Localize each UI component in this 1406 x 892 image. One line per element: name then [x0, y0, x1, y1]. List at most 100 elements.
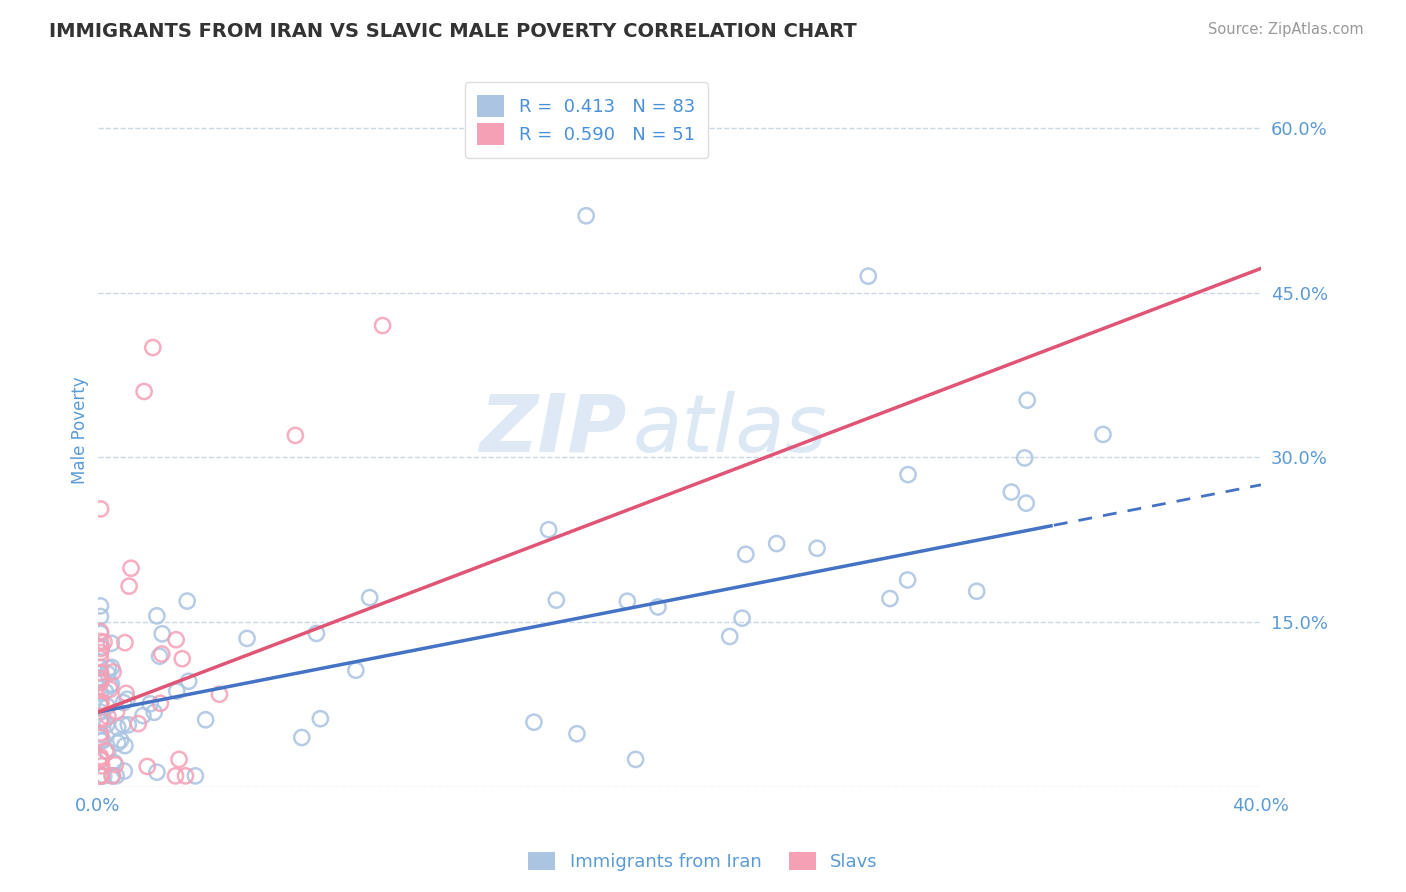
Point	[731, 611, 754, 625]
Point	[115, 692, 138, 706]
Point	[120, 561, 142, 575]
Point	[89, 769, 111, 783]
Point	[103, 756, 125, 770]
Point	[359, 591, 381, 605]
Point	[89, 646, 111, 660]
Point	[624, 752, 647, 766]
Point	[112, 764, 135, 778]
Point	[167, 752, 190, 766]
Point	[172, 651, 194, 665]
Point	[114, 739, 136, 753]
Point	[165, 769, 187, 783]
Point	[107, 736, 129, 750]
Point	[115, 686, 138, 700]
Point	[93, 769, 115, 783]
Point	[565, 727, 588, 741]
Point	[132, 708, 155, 723]
Point	[100, 677, 122, 691]
Point	[89, 726, 111, 740]
Point	[89, 634, 111, 648]
Point	[176, 594, 198, 608]
Point	[89, 651, 111, 665]
Point	[89, 698, 111, 712]
Text: ZIP: ZIP	[479, 391, 627, 469]
Point	[104, 757, 127, 772]
Point	[148, 649, 170, 664]
Point	[142, 341, 165, 355]
Point	[117, 718, 139, 732]
Point	[97, 709, 120, 723]
Point	[132, 384, 155, 399]
Point	[89, 599, 111, 613]
Y-axis label: Male Poverty: Male Poverty	[72, 376, 89, 483]
Text: IMMIGRANTS FROM IRAN VS SLAVIC MALE POVERTY CORRELATION CHART: IMMIGRANTS FROM IRAN VS SLAVIC MALE POVE…	[49, 22, 858, 41]
Point	[284, 428, 307, 442]
Point	[184, 769, 207, 783]
Point	[98, 682, 121, 697]
Point	[1017, 393, 1039, 408]
Point	[208, 687, 231, 701]
Point	[89, 671, 111, 685]
Point	[89, 749, 111, 764]
Point	[112, 696, 135, 710]
Point	[143, 706, 166, 720]
Point	[858, 269, 880, 284]
Point	[89, 660, 111, 674]
Point	[89, 731, 111, 745]
Point	[101, 665, 124, 679]
Point	[89, 672, 111, 686]
Point	[1000, 485, 1022, 500]
Point	[89, 674, 111, 689]
Point	[718, 630, 741, 644]
Point	[107, 721, 129, 735]
Point	[1015, 496, 1038, 510]
Point	[89, 698, 111, 712]
Point	[89, 715, 111, 730]
Point	[105, 769, 128, 783]
Point	[765, 536, 787, 550]
Point	[371, 318, 394, 333]
Point	[89, 666, 111, 681]
Point	[89, 676, 111, 690]
Point	[537, 523, 560, 537]
Point	[89, 753, 111, 767]
Point	[149, 696, 172, 710]
Point	[344, 663, 367, 677]
Point	[101, 769, 124, 783]
Point	[127, 716, 149, 731]
Point	[89, 697, 111, 711]
Point	[90, 641, 112, 656]
Point	[806, 541, 828, 556]
Point	[96, 717, 118, 731]
Point	[166, 684, 188, 698]
Point	[97, 666, 120, 681]
Point	[1091, 427, 1114, 442]
Point	[101, 769, 124, 783]
Point	[150, 627, 173, 641]
Point	[89, 699, 111, 714]
Point	[1014, 450, 1036, 465]
Legend: R =  0.413   N = 83, R =  0.590   N = 51: R = 0.413 N = 83, R = 0.590 N = 51	[464, 82, 707, 158]
Point	[89, 769, 111, 783]
Point	[647, 599, 669, 614]
Point	[897, 467, 920, 482]
Text: Source: ZipAtlas.com: Source: ZipAtlas.com	[1208, 22, 1364, 37]
Point	[90, 769, 112, 783]
Point	[90, 769, 112, 783]
Point	[146, 608, 169, 623]
Point	[897, 573, 920, 587]
Point	[100, 660, 122, 674]
Point	[89, 728, 111, 742]
Point	[89, 751, 111, 765]
Point	[165, 632, 187, 647]
Point	[105, 705, 128, 719]
Point	[139, 697, 162, 711]
Point	[90, 759, 112, 773]
Point	[89, 673, 111, 687]
Point	[546, 593, 568, 607]
Point	[93, 635, 115, 649]
Point	[90, 502, 112, 516]
Point	[97, 661, 120, 675]
Point	[89, 609, 111, 624]
Point	[89, 687, 111, 701]
